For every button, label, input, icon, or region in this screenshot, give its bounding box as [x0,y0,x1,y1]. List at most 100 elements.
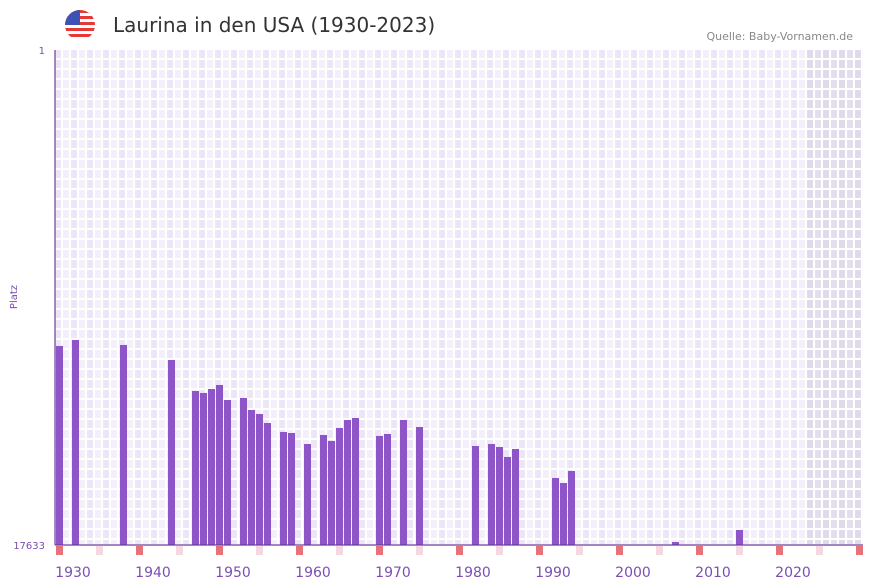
grid-cell [167,150,173,158]
grid-cell [87,370,93,378]
grid-cell [215,50,221,58]
grid-cell [631,170,637,178]
grid-cell [527,50,533,58]
grid-cell [735,330,741,338]
grid-cell [87,430,93,438]
grid-cell [287,200,293,208]
grid-cell [335,150,341,158]
grid-cell [839,200,845,208]
grid-cell [671,70,677,78]
grid-cell [559,470,565,478]
grid-cell [423,150,429,158]
grid-cell [511,410,517,418]
grid-cell [751,510,757,518]
grid-cell [263,260,269,268]
grid-cell [783,270,789,278]
grid-cell [159,320,165,328]
grid-cell [631,280,637,288]
grid-cell [647,190,653,198]
grid-cell [359,240,365,248]
grid-cell [463,280,469,288]
grid-cell [87,390,93,398]
grid-cell [359,280,365,288]
grid-cell [111,340,117,348]
grid-cell [119,140,125,148]
grid-cell [375,60,381,68]
grid-cell [183,410,189,418]
grid-cell [215,190,221,198]
grid-cell [103,490,109,498]
grid-cell [559,450,565,458]
grid-cell [559,50,565,58]
grid-cell [791,490,797,498]
grid-cell [335,310,341,318]
grid-cell [759,230,765,238]
grid-cell [447,350,453,358]
grid-cell [615,230,621,238]
grid-cell [295,540,301,544]
grid-cell [535,480,541,488]
grid-cell [263,170,269,178]
grid-cell [71,330,77,338]
grid-cell [735,140,741,148]
grid-cell [135,350,141,358]
grid-cell [663,540,669,544]
grid-cell [239,300,245,308]
grid-cell [391,290,397,298]
grid-cell [271,250,277,258]
grid-cell [791,210,797,218]
grid-cell [191,110,197,118]
grid-cell [575,360,581,368]
grid-cell [95,400,101,408]
grid-cell [327,160,333,168]
grid-cell [767,390,773,398]
grid-cell [175,130,181,138]
grid-cell [351,320,357,328]
grid-cell [807,100,813,108]
grid-cell [407,480,413,488]
grid-cell [815,260,821,268]
grid-cell [215,150,221,158]
grid-cell [359,60,365,68]
grid-cell [759,180,765,188]
grid-cell [599,410,605,418]
grid-cell [447,360,453,368]
grid-cell [287,290,293,298]
grid-cell [823,210,829,218]
grid-cell [839,260,845,268]
grid-cell [303,330,309,338]
grid-cell [247,350,253,358]
grid-cell [359,530,365,538]
grid-cell [271,120,277,128]
grid-cell [55,50,61,58]
grid-cell [407,190,413,198]
grid-cell [727,170,733,178]
grid-cell [751,230,757,238]
grid-cell [447,80,453,88]
grid-cell [831,250,837,258]
grid-cell [223,180,229,188]
grid-cell [735,160,741,168]
grid-cell [623,140,629,148]
grid-cell [271,270,277,278]
grid-cell [815,210,821,218]
grid-cell [215,300,221,308]
grid-cell [159,430,165,438]
grid-cell [375,400,381,408]
grid-cell [847,120,853,128]
grid-cell [647,110,653,118]
grid-cell [143,370,149,378]
grid-cell [391,150,397,158]
grid-cell [439,440,445,448]
grid-cell [359,410,365,418]
grid-cell [775,230,781,238]
grid-cell [263,320,269,328]
grid-cell [415,170,421,178]
grid-cell [639,260,645,268]
grid-cell [63,120,69,128]
grid-cell [455,270,461,278]
grid-cell [567,150,573,158]
grid-cell [255,370,261,378]
grid-cell [167,170,173,178]
grid-cell [135,60,141,68]
